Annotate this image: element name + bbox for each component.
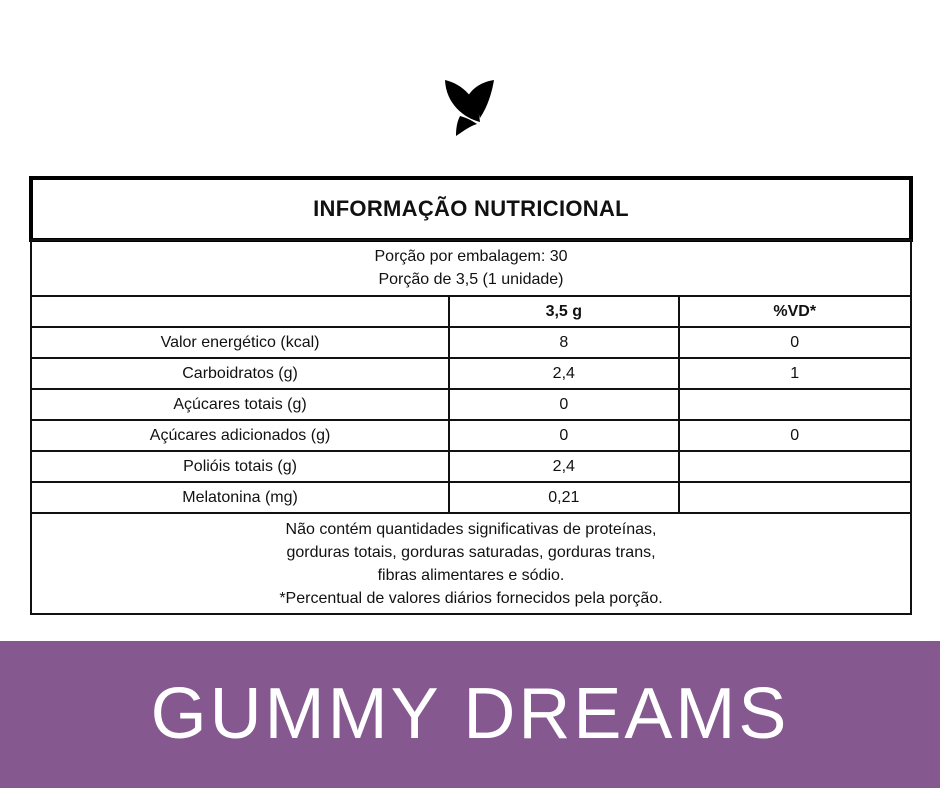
nutrient-dv: 0: [677, 419, 913, 452]
nutrient-dv: 0: [677, 326, 913, 359]
serving-size: Porção de 3,5 (1 unidade): [378, 271, 564, 288]
nutrient-amount: 2,4: [448, 450, 680, 483]
footer-line: gorduras totais, gorduras saturadas, gor…: [286, 543, 656, 561]
column-header-amount: 3,5 g: [448, 295, 680, 328]
nutrient-dv: [677, 450, 913, 483]
table-row: Açúcares adicionados (g) 0 0: [29, 419, 913, 452]
nutrient-name: Açúcares adicionados (g): [29, 419, 451, 452]
header-row: 3,5 g %VD*: [29, 295, 913, 328]
serving-info: Porção por embalagem: 30 Porção de 3,5 (…: [30, 239, 912, 297]
nutrient-amount: 0: [448, 388, 680, 421]
nutrient-name: Valor energético (kcal): [29, 326, 451, 359]
nutrient-amount: 0,21: [448, 481, 680, 514]
nutrient-amount: 0: [448, 419, 680, 452]
nutrition-title: INFORMAÇÃO NUTRICIONAL: [29, 176, 913, 242]
servings-per-package: Porção por embalagem: 30: [374, 248, 568, 265]
nutrient-name: Carboidratos (g): [29, 357, 451, 390]
footer-line: fibras alimentares e sódio.: [377, 566, 565, 584]
column-header-dv: %VD*: [677, 295, 913, 328]
nutrient-name: Polióis totais (g): [29, 450, 451, 483]
nutrition-table: Porção por embalagem: 30 Porção de 3,5 (…: [29, 239, 913, 615]
brand-name: GUMMY DREAMS: [150, 673, 790, 754]
nutrient-dv: 1: [677, 357, 913, 390]
nutrient-amount: 8: [448, 326, 680, 359]
table-row: Polióis totais (g) 2,4: [29, 450, 913, 483]
footer-line: *Percentual de valores diários fornecido…: [279, 589, 663, 607]
nutrient-amount: 2,4: [448, 357, 680, 390]
footer-line: Não contém quantidades significativas de…: [285, 520, 657, 538]
table-row: Valor energético (kcal) 8 0: [29, 326, 913, 359]
nutrient-dv: [677, 481, 913, 514]
table-row: Açúcares totais (g) 0: [29, 388, 913, 421]
brand-band: GUMMY DREAMS: [0, 641, 940, 788]
nutrient-name: Melatonina (mg): [29, 481, 451, 514]
footer-notes: Não contém quantidades significativas de…: [30, 512, 912, 615]
title-text: INFORMAÇÃO NUTRICIONAL: [313, 196, 629, 221]
leaf-bird-logo-icon: [445, 80, 494, 136]
nutrient-dv: [677, 388, 913, 421]
nutrient-name: Açúcares totais (g): [29, 388, 451, 421]
table-row: Carboidratos (g) 2,4 1: [29, 357, 913, 390]
column-header-nutrient: [29, 295, 451, 328]
table-row: Melatonina (mg) 0,21: [29, 481, 913, 514]
